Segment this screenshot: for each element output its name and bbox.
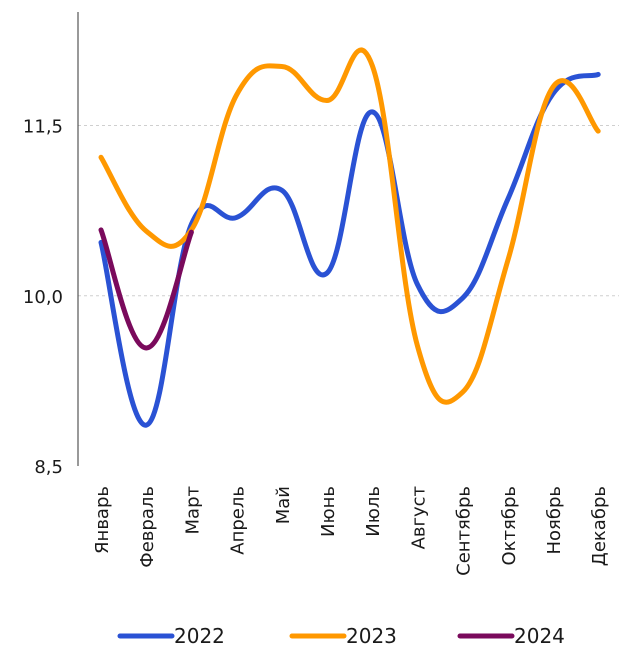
x-tick-label: Август — [408, 486, 429, 549]
x-tick-label: Январь — [92, 486, 113, 554]
series-line-2024 — [98, 227, 194, 351]
x-tick-label: Апрель — [228, 486, 249, 555]
y-tick-label: 10,0 — [23, 287, 63, 308]
legend: 2022 2023 2024 — [117, 624, 565, 648]
series-lines — [98, 47, 601, 428]
legend-label: 2022 — [174, 624, 225, 648]
grid-lines — [78, 125, 619, 297]
x-tick-label: Май — [273, 486, 294, 524]
x-tick-label: Ноябрь — [544, 486, 565, 555]
series-line-2022 — [98, 71, 601, 428]
x-tick-label: Февраль — [137, 486, 158, 568]
y-tick-label: 11,5 — [23, 117, 63, 138]
x-tick-label: Июнь — [318, 486, 339, 537]
x-tick-labels: Январь Февраль Март Апрель Май Июнь Июль Август… — [92, 486, 610, 576]
y-tick-label: 8,5 — [34, 457, 63, 478]
x-tick-label: Март — [182, 486, 203, 534]
legend-label: 2024 — [514, 624, 565, 648]
x-tick-label: Июль — [363, 486, 384, 537]
legend-label: 2023 — [346, 624, 397, 648]
x-tick-label: Октябрь — [499, 486, 520, 566]
y-tick-labels: 8,5 10,0 11,5 — [23, 117, 63, 479]
x-tick-label: Сентябрь — [454, 486, 475, 576]
series-line-2023 — [98, 47, 601, 405]
x-tick-label: Декабрь — [589, 486, 610, 566]
